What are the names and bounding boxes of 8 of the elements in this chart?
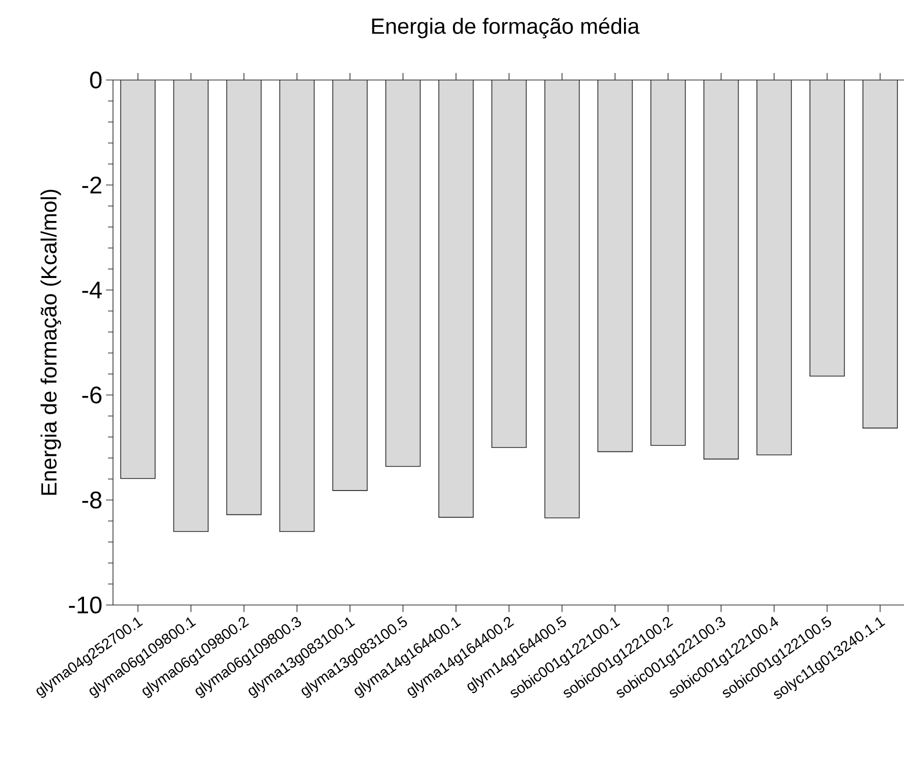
y-tick-label: -8 — [82, 492, 102, 508]
chart-title: Energia de formação média — [372, 18, 640, 38]
y-axis-title: Energia de formação (Kcal/mol) — [40, 190, 62, 495]
y-tick-label: -4 — [82, 282, 102, 298]
y-tick-label: -2 — [82, 176, 102, 194]
y-tick-label: -10 — [68, 596, 102, 614]
y-tick-label: -6 — [82, 386, 102, 404]
y-tick-label: 0 — [90, 72, 102, 88]
